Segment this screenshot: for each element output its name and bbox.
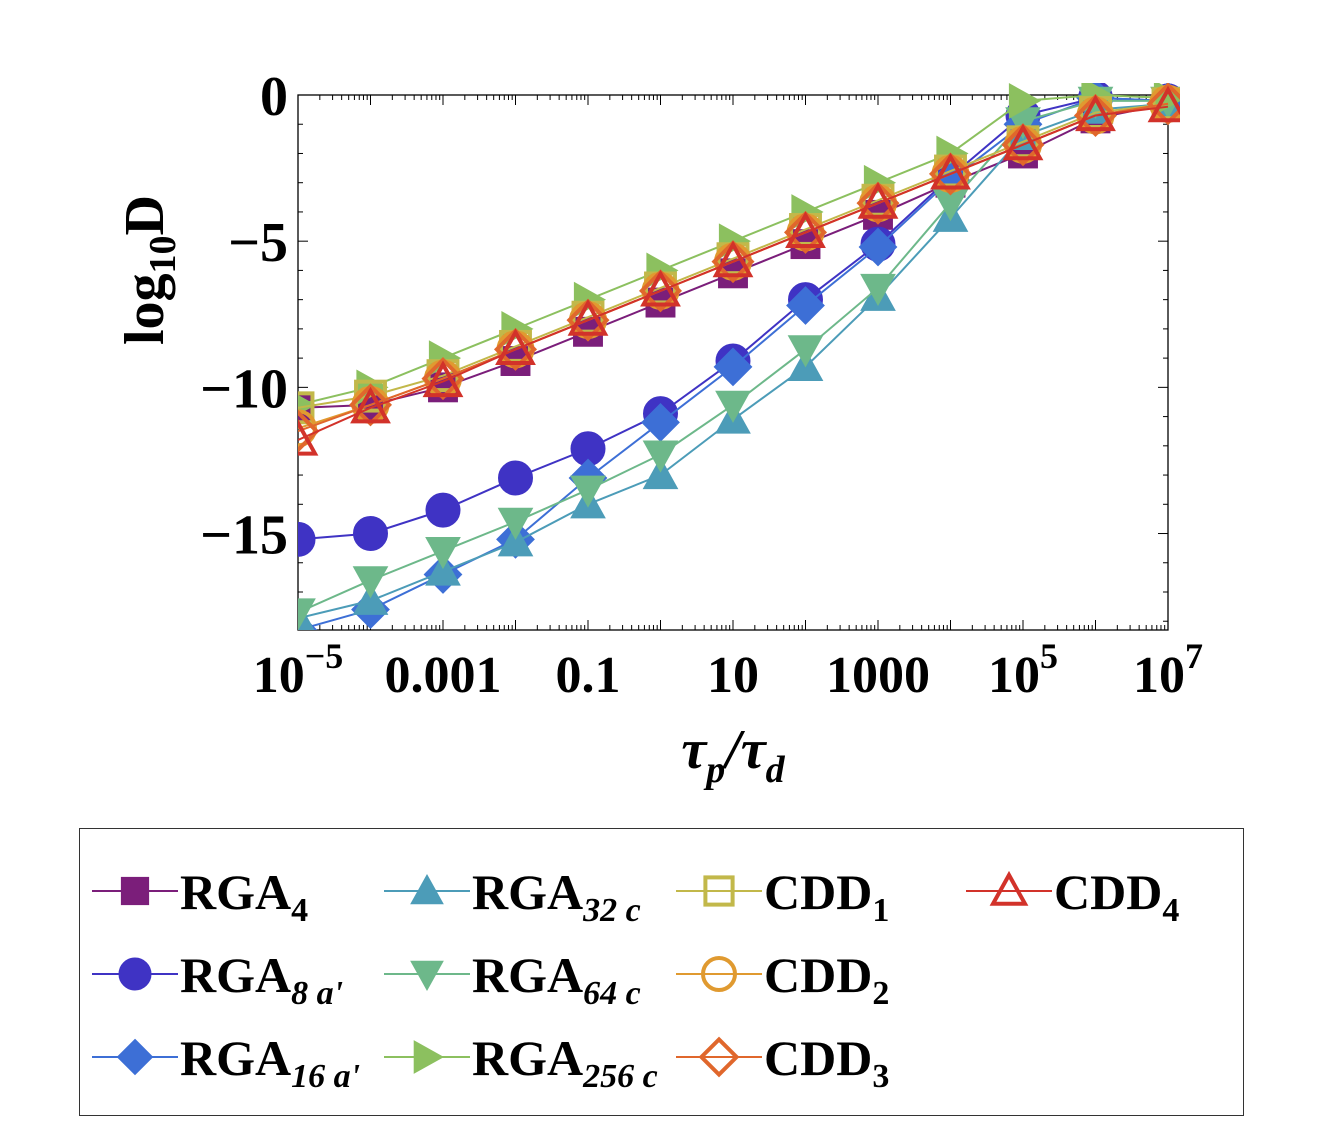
data-point-cdd4	[1075, 94, 1116, 132]
data-point-cdd4	[712, 240, 754, 278]
data-point-rga16a	[858, 227, 898, 267]
data-point-cdd4	[1002, 123, 1044, 161]
y-tick-label: −5	[228, 212, 288, 274]
data-point-rga64c	[860, 273, 896, 306]
data-point-cdd4	[422, 360, 464, 398]
data-point-rga32c	[497, 524, 534, 557]
data-point-rga64c	[642, 440, 679, 473]
data-point-cdd3	[638, 269, 683, 313]
data-point-cdd4	[930, 152, 971, 190]
data-point-rga32c	[425, 553, 461, 586]
data-point-cdd4	[1147, 85, 1180, 123]
x-tick-label: 10−5	[253, 636, 344, 704]
data-point-rga64c	[352, 566, 389, 599]
data-point-rga64c	[425, 536, 461, 570]
data-point-rga32c	[352, 582, 389, 615]
data-point-cdd3	[928, 152, 973, 196]
data-point-rga64c	[298, 598, 316, 630]
series-layer	[298, 83, 1180, 630]
data-point-rga8a	[425, 492, 461, 528]
data-point-rga32c	[642, 457, 679, 490]
data-point-rga64c	[787, 335, 824, 368]
x-tick-label: 0.001	[385, 647, 502, 704]
data-point-rga64c	[570, 475, 606, 508]
series-line-cdd4	[298, 105, 1169, 441]
data-point-cdd1	[298, 391, 315, 425]
data-point-cdd3	[348, 383, 393, 427]
data-point-rga8a	[353, 516, 388, 552]
y-axis-label: log10D	[114, 195, 184, 345]
data-point-cdd3	[1146, 83, 1180, 126]
x-tick-label: 10	[707, 647, 759, 704]
data-point-rga64c	[497, 507, 534, 540]
data-point-cdd4	[640, 269, 681, 307]
x-axis-label: τp/τd	[681, 719, 785, 791]
legend	[79, 828, 1244, 1116]
data-point-rga16a	[786, 286, 825, 325]
data-point-cdd3	[566, 298, 610, 342]
data-point-cdd4	[857, 182, 899, 219]
data-point-rga8a	[298, 521, 316, 557]
data-point-rga8a	[498, 460, 533, 496]
y-tick-label: −10	[200, 358, 288, 420]
y-tick-label: −15	[200, 505, 288, 567]
plot-area: 0 −5 −10 −15 10−5 0.001 0.1 10 1000 105 107	[200, 66, 1203, 704]
y-tick-label: 0	[260, 66, 288, 128]
data-point-rga64c	[715, 390, 751, 423]
data-point-rga16a	[713, 347, 753, 387]
x-tick-label: 105	[988, 636, 1058, 704]
x-tick-label: 1000	[826, 647, 930, 704]
data-point-cdd3	[1001, 123, 1045, 167]
data-point-cdd4	[495, 328, 536, 365]
x-tick-label: 107	[1133, 636, 1203, 704]
data-point-cdd3	[493, 327, 538, 371]
x-tick-label: 0.1	[556, 647, 621, 704]
data-point-cdd4	[350, 386, 391, 424]
y-axis-title: log10D	[114, 195, 184, 345]
data-point-cdd3	[298, 409, 320, 453]
data-point-cdd3	[711, 240, 755, 284]
data-point-cdd4	[567, 298, 609, 336]
data-point-cdd3	[856, 181, 900, 225]
data-point-cdd3	[1073, 93, 1118, 137]
x-axis-title: τp/τd	[681, 719, 785, 791]
data-point-cdd3	[421, 357, 465, 401]
data-point-cdd4	[298, 418, 319, 456]
series-line-cdd1	[298, 102, 1169, 409]
data-point-rga256c	[1008, 83, 1042, 119]
data-point-cdd3	[783, 210, 828, 254]
data-point-cdd4	[785, 211, 826, 249]
